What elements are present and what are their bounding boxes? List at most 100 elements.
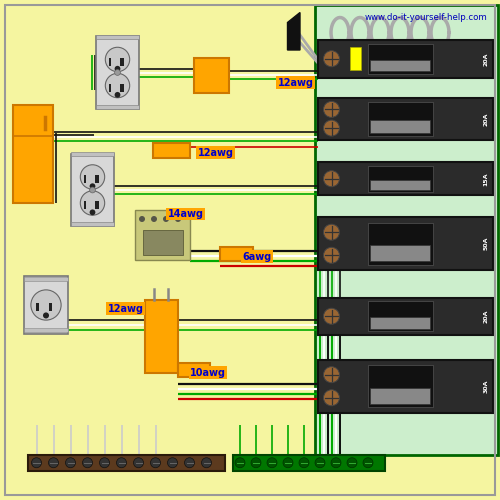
Text: 15A: 15A bbox=[484, 172, 488, 186]
Bar bbox=[318, 162, 492, 195]
Circle shape bbox=[315, 458, 325, 468]
Bar bbox=[96, 175, 99, 184]
Circle shape bbox=[114, 92, 120, 98]
Bar bbox=[120, 58, 124, 66]
Circle shape bbox=[106, 74, 130, 98]
Bar bbox=[368, 365, 432, 407]
Bar bbox=[145, 300, 178, 372]
Circle shape bbox=[150, 458, 160, 468]
Circle shape bbox=[324, 308, 340, 324]
Bar bbox=[370, 318, 430, 329]
Circle shape bbox=[324, 248, 340, 264]
Text: 50A: 50A bbox=[484, 237, 488, 250]
Bar bbox=[350, 48, 361, 70]
Circle shape bbox=[324, 366, 340, 382]
Bar bbox=[135, 210, 190, 260]
Circle shape bbox=[66, 458, 76, 468]
Text: 20A: 20A bbox=[484, 112, 488, 126]
Circle shape bbox=[251, 458, 261, 468]
Text: 14awg: 14awg bbox=[168, 209, 203, 219]
Bar bbox=[315, 5, 498, 455]
Text: 12awg: 12awg bbox=[108, 304, 144, 314]
Bar bbox=[232, 454, 385, 471]
Bar bbox=[194, 58, 229, 92]
Circle shape bbox=[43, 312, 49, 318]
Bar bbox=[71, 152, 114, 156]
Circle shape bbox=[114, 70, 120, 75]
Circle shape bbox=[163, 216, 169, 222]
Circle shape bbox=[116, 458, 126, 468]
Bar bbox=[370, 120, 430, 133]
Bar bbox=[120, 84, 124, 92]
Circle shape bbox=[347, 458, 357, 468]
Text: 20A: 20A bbox=[484, 310, 488, 323]
Circle shape bbox=[90, 187, 96, 193]
Bar bbox=[152, 142, 190, 158]
Circle shape bbox=[363, 458, 373, 468]
Text: 30A: 30A bbox=[484, 380, 488, 393]
Bar bbox=[368, 44, 432, 74]
Bar bbox=[49, 303, 52, 311]
Circle shape bbox=[331, 458, 341, 468]
Circle shape bbox=[324, 102, 340, 117]
Circle shape bbox=[202, 458, 211, 468]
Bar bbox=[318, 360, 492, 412]
Bar bbox=[84, 175, 86, 184]
Text: 20A: 20A bbox=[484, 52, 488, 66]
Bar bbox=[12, 105, 52, 202]
Bar bbox=[96, 36, 139, 109]
Circle shape bbox=[139, 216, 145, 222]
Circle shape bbox=[283, 458, 293, 468]
Bar bbox=[96, 202, 99, 209]
Circle shape bbox=[90, 210, 96, 215]
Bar bbox=[109, 84, 112, 92]
Bar bbox=[84, 202, 86, 209]
Circle shape bbox=[324, 224, 340, 240]
Text: 12awg: 12awg bbox=[198, 148, 234, 158]
Bar bbox=[370, 388, 430, 404]
Circle shape bbox=[31, 290, 61, 320]
Circle shape bbox=[184, 458, 194, 468]
Bar bbox=[368, 102, 432, 136]
Bar bbox=[96, 105, 139, 109]
Circle shape bbox=[100, 458, 110, 468]
Circle shape bbox=[32, 458, 42, 468]
Bar bbox=[370, 246, 430, 262]
Circle shape bbox=[80, 165, 104, 189]
Bar bbox=[24, 277, 68, 281]
Bar bbox=[24, 328, 68, 332]
Circle shape bbox=[48, 458, 58, 468]
Circle shape bbox=[90, 184, 96, 189]
Polygon shape bbox=[288, 12, 300, 50]
Circle shape bbox=[267, 458, 277, 468]
Circle shape bbox=[80, 191, 104, 215]
Bar bbox=[71, 222, 114, 226]
Bar bbox=[318, 40, 492, 78]
Circle shape bbox=[175, 216, 181, 222]
Circle shape bbox=[324, 390, 340, 406]
Bar bbox=[370, 60, 430, 72]
Bar bbox=[370, 180, 430, 190]
Bar bbox=[71, 154, 114, 226]
Bar bbox=[96, 35, 139, 39]
Text: 6awg: 6awg bbox=[242, 252, 272, 262]
Bar bbox=[318, 98, 492, 140]
Bar bbox=[28, 454, 225, 471]
Bar bbox=[318, 298, 492, 335]
Text: 12awg: 12awg bbox=[278, 78, 314, 88]
Circle shape bbox=[324, 171, 340, 186]
Bar bbox=[142, 230, 182, 255]
Bar bbox=[36, 303, 39, 311]
Circle shape bbox=[151, 216, 157, 222]
Bar bbox=[368, 301, 432, 331]
Circle shape bbox=[82, 458, 92, 468]
Bar bbox=[368, 166, 432, 192]
Text: www.do-it-yourself-help.com: www.do-it-yourself-help.com bbox=[365, 12, 488, 22]
Circle shape bbox=[299, 458, 309, 468]
Circle shape bbox=[235, 458, 245, 468]
Bar bbox=[24, 276, 68, 334]
Circle shape bbox=[134, 458, 143, 468]
Circle shape bbox=[324, 120, 340, 136]
Circle shape bbox=[106, 48, 130, 72]
Bar bbox=[109, 58, 112, 66]
